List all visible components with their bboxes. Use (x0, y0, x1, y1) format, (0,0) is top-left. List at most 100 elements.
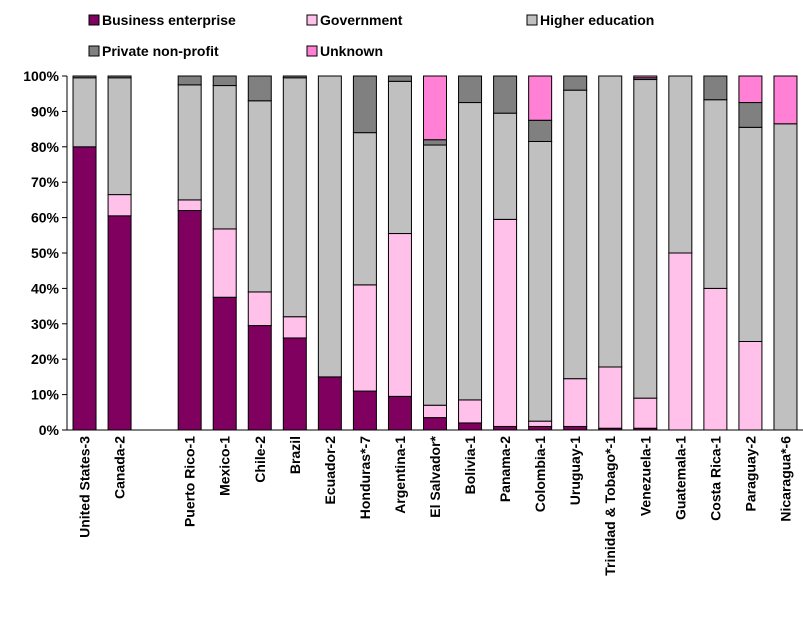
bar-segment-brazil-government (282, 316, 307, 339)
bar-segment-chile-2-higher-education (247, 100, 272, 293)
bar-segment-argentina-1-private-non-profit (387, 75, 412, 82)
x-tick-label-trinidad-tobago-1: Trinidad & Tobago*-1 (602, 436, 618, 576)
x-tick-label-puerto-rico-1: Puerto Rico-1 (182, 436, 198, 527)
y-tick-label: 50% (31, 245, 60, 261)
y-tick-label: 0% (39, 422, 60, 438)
bar-segment-venezuela-1-unknown (633, 75, 658, 79)
legend-label-business-enterprise: Business enterprise (102, 12, 236, 28)
bar-segment-argentina-1-business-enterprise (387, 395, 412, 431)
bar-segment-el-salvador-government (423, 404, 447, 419)
bar-segment-ecuador-2-higher-education (317, 75, 342, 378)
x-tick-label-el-salvador: El Salvador* (427, 435, 443, 517)
y-tick-label: 60% (31, 210, 60, 226)
y-tick-label: 100% (23, 68, 59, 84)
bar-segment-guatemala-1-government (668, 252, 693, 431)
bar-segment-canada-2-business-enterprise (107, 215, 132, 431)
bar-canada-2 (107, 75, 132, 431)
bar-segment-bolivia-1-business-enterprise (458, 422, 483, 431)
bar-segment-panama-2-government (493, 218, 518, 427)
bar-united-states-3 (72, 75, 97, 431)
bar-segment-el-salvador-higher-education (423, 144, 447, 406)
y-tick-label: 90% (31, 103, 60, 119)
bar-segment-honduras-7-private-non-profit (352, 75, 377, 134)
y-tick-label: 80% (31, 139, 60, 155)
bar-segment-puerto-rico-1-business-enterprise (177, 210, 202, 431)
x-tick-label-venezuela-1: Venezuela-1 (637, 436, 653, 516)
bar-segment-chile-2-private-non-profit (247, 75, 272, 102)
y-axis: 0% 10% 20% 30% 40% 50% 60% 70% 80% 90% 100% (23, 68, 68, 438)
legend-item-higher-education: Higher education (526, 12, 654, 28)
bar-segment-el-salvador-business-enterprise (423, 417, 447, 431)
legend-item-business-enterprise: Business enterprise (88, 12, 236, 28)
bar-paraguay-2 (738, 75, 763, 431)
bar-segment-panama-2-business-enterprise (493, 425, 518, 431)
bar-segment-colombia-1-government (528, 420, 553, 427)
legend-swatch-private-non-profit (88, 45, 100, 57)
bar-segment-colombia-1-business-enterprise (528, 425, 553, 431)
bar-el-salvador (423, 75, 447, 431)
x-tick-label-united-states-3: United States-3 (77, 436, 93, 538)
bar-segment-chile-2-business-enterprise (247, 325, 272, 431)
bar-segment-canada-2-government (107, 194, 132, 217)
bar-segment-brazil-business-enterprise (282, 337, 307, 431)
bar-segment-costa-rica-1-private-non-profit (703, 75, 728, 101)
x-tick-label-brazil: Brazil (287, 436, 303, 474)
bar-segment-uruguay-1-business-enterprise (563, 425, 588, 431)
x-tick-label-chile-2: Chile-2 (252, 436, 268, 483)
legend-swatch-higher-education (526, 14, 538, 26)
bar-brazil (282, 75, 307, 431)
bar-ecuador-2 (317, 75, 342, 431)
bar-segment-uruguay-1-higher-education (563, 89, 588, 380)
x-tick-label-mexico-1: Mexico-1 (217, 436, 233, 496)
x-tick-label-colombia-1: Colombia-1 (532, 436, 548, 512)
bar-segment-canada-2-higher-education (107, 77, 132, 196)
bar-segment-paraguay-2-unknown (738, 75, 763, 104)
bar-segment-mexico-1-private-non-profit (212, 75, 237, 87)
bar-segment-costa-rica-1-government (703, 287, 728, 431)
x-tick-label-honduras-7: Honduras*-7 (357, 436, 373, 519)
bar-segment-bolivia-1-higher-education (458, 102, 483, 401)
bar-segment-panama-2-private-non-profit (493, 75, 518, 114)
x-axis: United States-3 Canada-2 Puerto Rico-1 Mexi… (67, 429, 803, 576)
x-tick-label-canada-2: Canada-2 (112, 436, 128, 499)
bar-bolivia-1 (458, 75, 483, 431)
x-tick-label-guatemala-1: Guatemala-1 (672, 436, 688, 520)
bar-trinidad-tobago-1 (598, 75, 623, 431)
bar-segment-argentina-1-government (387, 233, 412, 397)
y-tick-label: 70% (31, 174, 60, 190)
legend-item-private-non-profit: Private non-profit (88, 43, 219, 59)
bars (72, 75, 798, 431)
bar-costa-rica-1 (703, 75, 728, 431)
bar-segment-trinidad-tobago-1-higher-education (598, 75, 623, 368)
bar-segment-honduras-7-higher-education (352, 132, 377, 286)
legend-label-government: Government (320, 12, 403, 28)
bar-segment-chile-2-government (247, 291, 272, 327)
bar-segment-colombia-1-unknown (528, 75, 553, 121)
bar-segment-paraguay-2-private-non-profit (738, 102, 763, 128)
x-tick-label-bolivia-1: Bolivia-1 (462, 436, 478, 495)
bar-segment-venezuela-1-higher-education (633, 79, 658, 399)
legend-swatch-unknown (306, 45, 318, 57)
bar-colombia-1 (528, 75, 553, 431)
bar-segment-puerto-rico-1-private-non-profit (177, 75, 202, 86)
x-tick-label-uruguay-1: Uruguay-1 (567, 436, 583, 505)
bar-segment-honduras-7-government (352, 284, 377, 392)
bar-segment-bolivia-1-private-non-profit (458, 75, 483, 104)
x-tick-label-ecuador-2: Ecuador-2 (322, 436, 338, 505)
bar-venezuela-1 (633, 75, 658, 431)
bar-panama-2 (493, 75, 518, 431)
bar-segment-puerto-rico-1-higher-education (177, 84, 202, 201)
legend-label-unknown: Unknown (320, 43, 383, 59)
y-tick-label: 30% (31, 316, 60, 332)
x-tick-label-nicaragua-6: Nicaragua*-6 (777, 436, 793, 522)
bar-segment-colombia-1-higher-education (528, 140, 553, 422)
bar-segment-venezuela-1-government (633, 397, 658, 429)
x-tick-label-argentina-1: Argentina-1 (392, 436, 408, 514)
bar-segment-uruguay-1-private-non-profit (563, 75, 588, 91)
bar-segment-guatemala-1-higher-education (668, 75, 693, 254)
bar-segment-argentina-1-higher-education (387, 80, 412, 235)
bar-segment-puerto-rico-1-government (177, 199, 202, 212)
legend-label-private-non-profit: Private non-profit (102, 43, 219, 59)
bar-segment-paraguay-2-government (738, 341, 763, 431)
